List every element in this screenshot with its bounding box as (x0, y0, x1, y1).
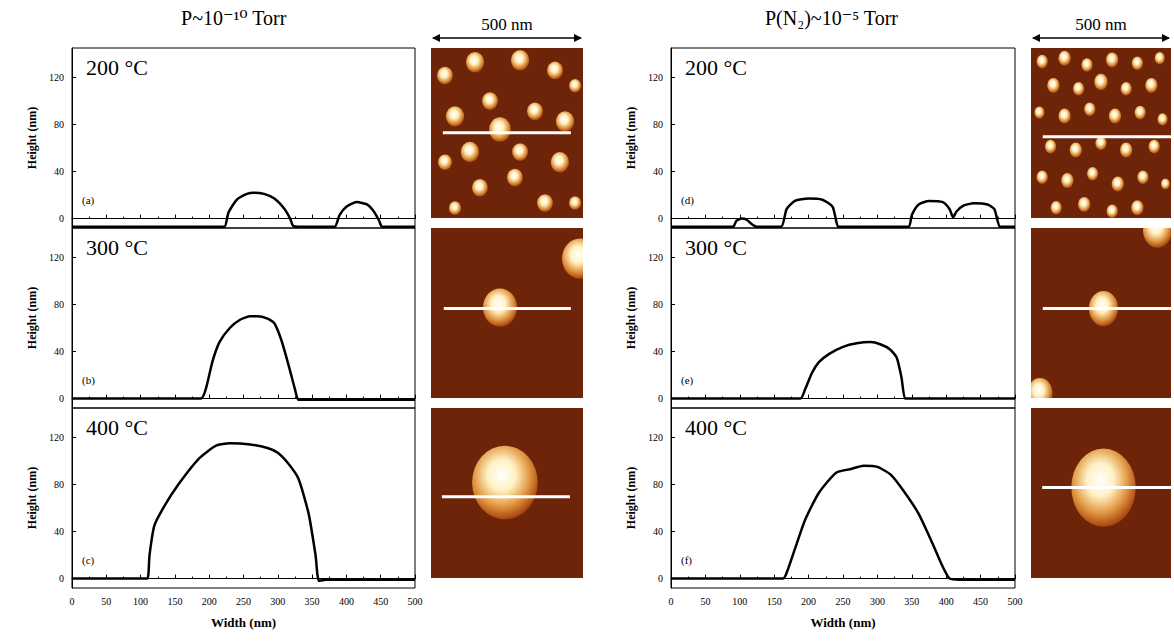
svg-text:40: 40 (653, 526, 663, 537)
svg-text:500 nm: 500 nm (1075, 15, 1126, 34)
svg-text:(e): (e) (681, 374, 694, 387)
svg-text:150: 150 (767, 596, 782, 607)
svg-text:80: 80 (653, 299, 663, 310)
svg-text:(d): (d) (681, 194, 694, 207)
svg-text:400 °C: 400 °C (685, 415, 747, 440)
svg-text:350: 350 (904, 596, 919, 607)
svg-text:200: 200 (202, 596, 217, 607)
svg-text:0: 0 (59, 573, 64, 584)
svg-text:P~10⁻¹⁰ Torr: P~10⁻¹⁰ Torr (181, 7, 287, 29)
svg-text:40: 40 (54, 526, 64, 537)
svg-text:Height (nm): Height (nm) (25, 467, 39, 529)
svg-text:80: 80 (54, 479, 64, 490)
svg-text:120: 120 (648, 252, 663, 263)
svg-text:80: 80 (54, 119, 64, 130)
svg-text:120: 120 (648, 432, 663, 443)
svg-text:300: 300 (870, 596, 885, 607)
svg-text:40: 40 (54, 346, 64, 357)
svg-text:0: 0 (669, 596, 674, 607)
svg-text:Width (nm): Width (nm) (211, 615, 276, 630)
svg-text:80: 80 (54, 299, 64, 310)
svg-text:500: 500 (1008, 596, 1023, 607)
svg-text:P(N₂)~10⁻⁵ Torr: P(N₂)~10⁻⁵ Torr (765, 7, 898, 30)
svg-text:100: 100 (133, 596, 148, 607)
svg-text:40: 40 (54, 166, 64, 177)
svg-text:0: 0 (658, 573, 663, 584)
svg-text:120: 120 (648, 72, 663, 83)
svg-text:Height (nm): Height (nm) (624, 107, 638, 169)
svg-text:(f): (f) (681, 554, 692, 567)
svg-text:50: 50 (700, 596, 710, 607)
svg-text:400: 400 (339, 596, 354, 607)
svg-text:Height (nm): Height (nm) (25, 107, 39, 169)
svg-text:0: 0 (70, 596, 75, 607)
svg-text:400: 400 (939, 596, 954, 607)
svg-text:120: 120 (49, 72, 64, 83)
svg-text:80: 80 (653, 119, 663, 130)
svg-text:400 °C: 400 °C (86, 415, 148, 440)
svg-text:0: 0 (658, 213, 663, 224)
svg-text:Width (nm): Width (nm) (810, 615, 875, 630)
svg-text:250: 250 (236, 596, 251, 607)
svg-text:200: 200 (801, 596, 816, 607)
svg-text:100: 100 (732, 596, 747, 607)
svg-text:200 °C: 200 °C (86, 55, 148, 80)
svg-text:(a): (a) (82, 194, 95, 207)
svg-text:500: 500 (408, 596, 423, 607)
svg-text:450: 450 (373, 596, 388, 607)
svg-text:0: 0 (59, 393, 64, 404)
svg-text:Height (nm): Height (nm) (624, 467, 638, 529)
svg-text:300 °C: 300 °C (86, 235, 148, 260)
svg-text:250: 250 (836, 596, 851, 607)
svg-text:40: 40 (653, 166, 663, 177)
svg-text:0: 0 (59, 213, 64, 224)
svg-text:350: 350 (305, 596, 320, 607)
svg-text:0: 0 (658, 393, 663, 404)
svg-text:120: 120 (49, 432, 64, 443)
svg-text:(c): (c) (82, 554, 95, 567)
svg-text:450: 450 (973, 596, 988, 607)
svg-text:150: 150 (167, 596, 182, 607)
svg-text:50: 50 (101, 596, 111, 607)
svg-text:120: 120 (49, 252, 64, 263)
svg-text:(b): (b) (82, 374, 95, 387)
svg-text:300: 300 (270, 596, 285, 607)
svg-text:300 °C: 300 °C (685, 235, 747, 260)
svg-text:Height (nm): Height (nm) (624, 287, 638, 349)
svg-text:40: 40 (653, 346, 663, 357)
svg-text:500 nm: 500 nm (481, 15, 532, 34)
svg-text:80: 80 (653, 479, 663, 490)
svg-text:200 °C: 200 °C (685, 55, 747, 80)
svg-text:Height (nm): Height (nm) (25, 287, 39, 349)
